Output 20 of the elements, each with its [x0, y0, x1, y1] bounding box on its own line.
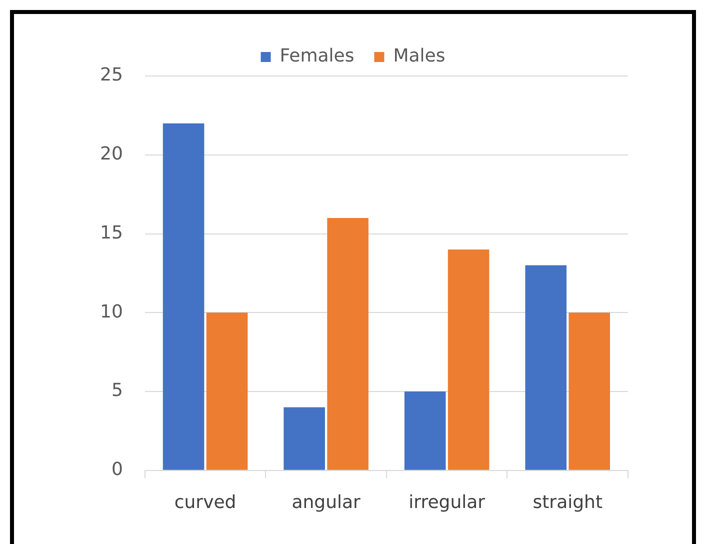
y-tick-label: 20 [100, 144, 123, 165]
bar [525, 265, 567, 470]
x-tick-label: straight [532, 492, 602, 513]
bar [162, 123, 204, 470]
legend-label: Females [280, 46, 354, 67]
x-tick-label: curved [174, 492, 236, 513]
bar [327, 218, 368, 470]
bar [448, 250, 490, 470]
y-tick-label: 10 [100, 301, 123, 322]
bar [568, 312, 610, 470]
y-tick-label: 25 [100, 64, 123, 86]
y-tick-label: 5 [111, 380, 123, 402]
x-tick-label: angular [292, 492, 362, 513]
bar [206, 312, 248, 470]
y-tick-label: 0 [111, 459, 123, 480]
bar [284, 407, 325, 470]
x-tick-label: irregular [408, 492, 486, 513]
y-tick-label: 15 [100, 222, 123, 244]
bar [404, 392, 446, 470]
legend-label: Males [393, 46, 446, 67]
